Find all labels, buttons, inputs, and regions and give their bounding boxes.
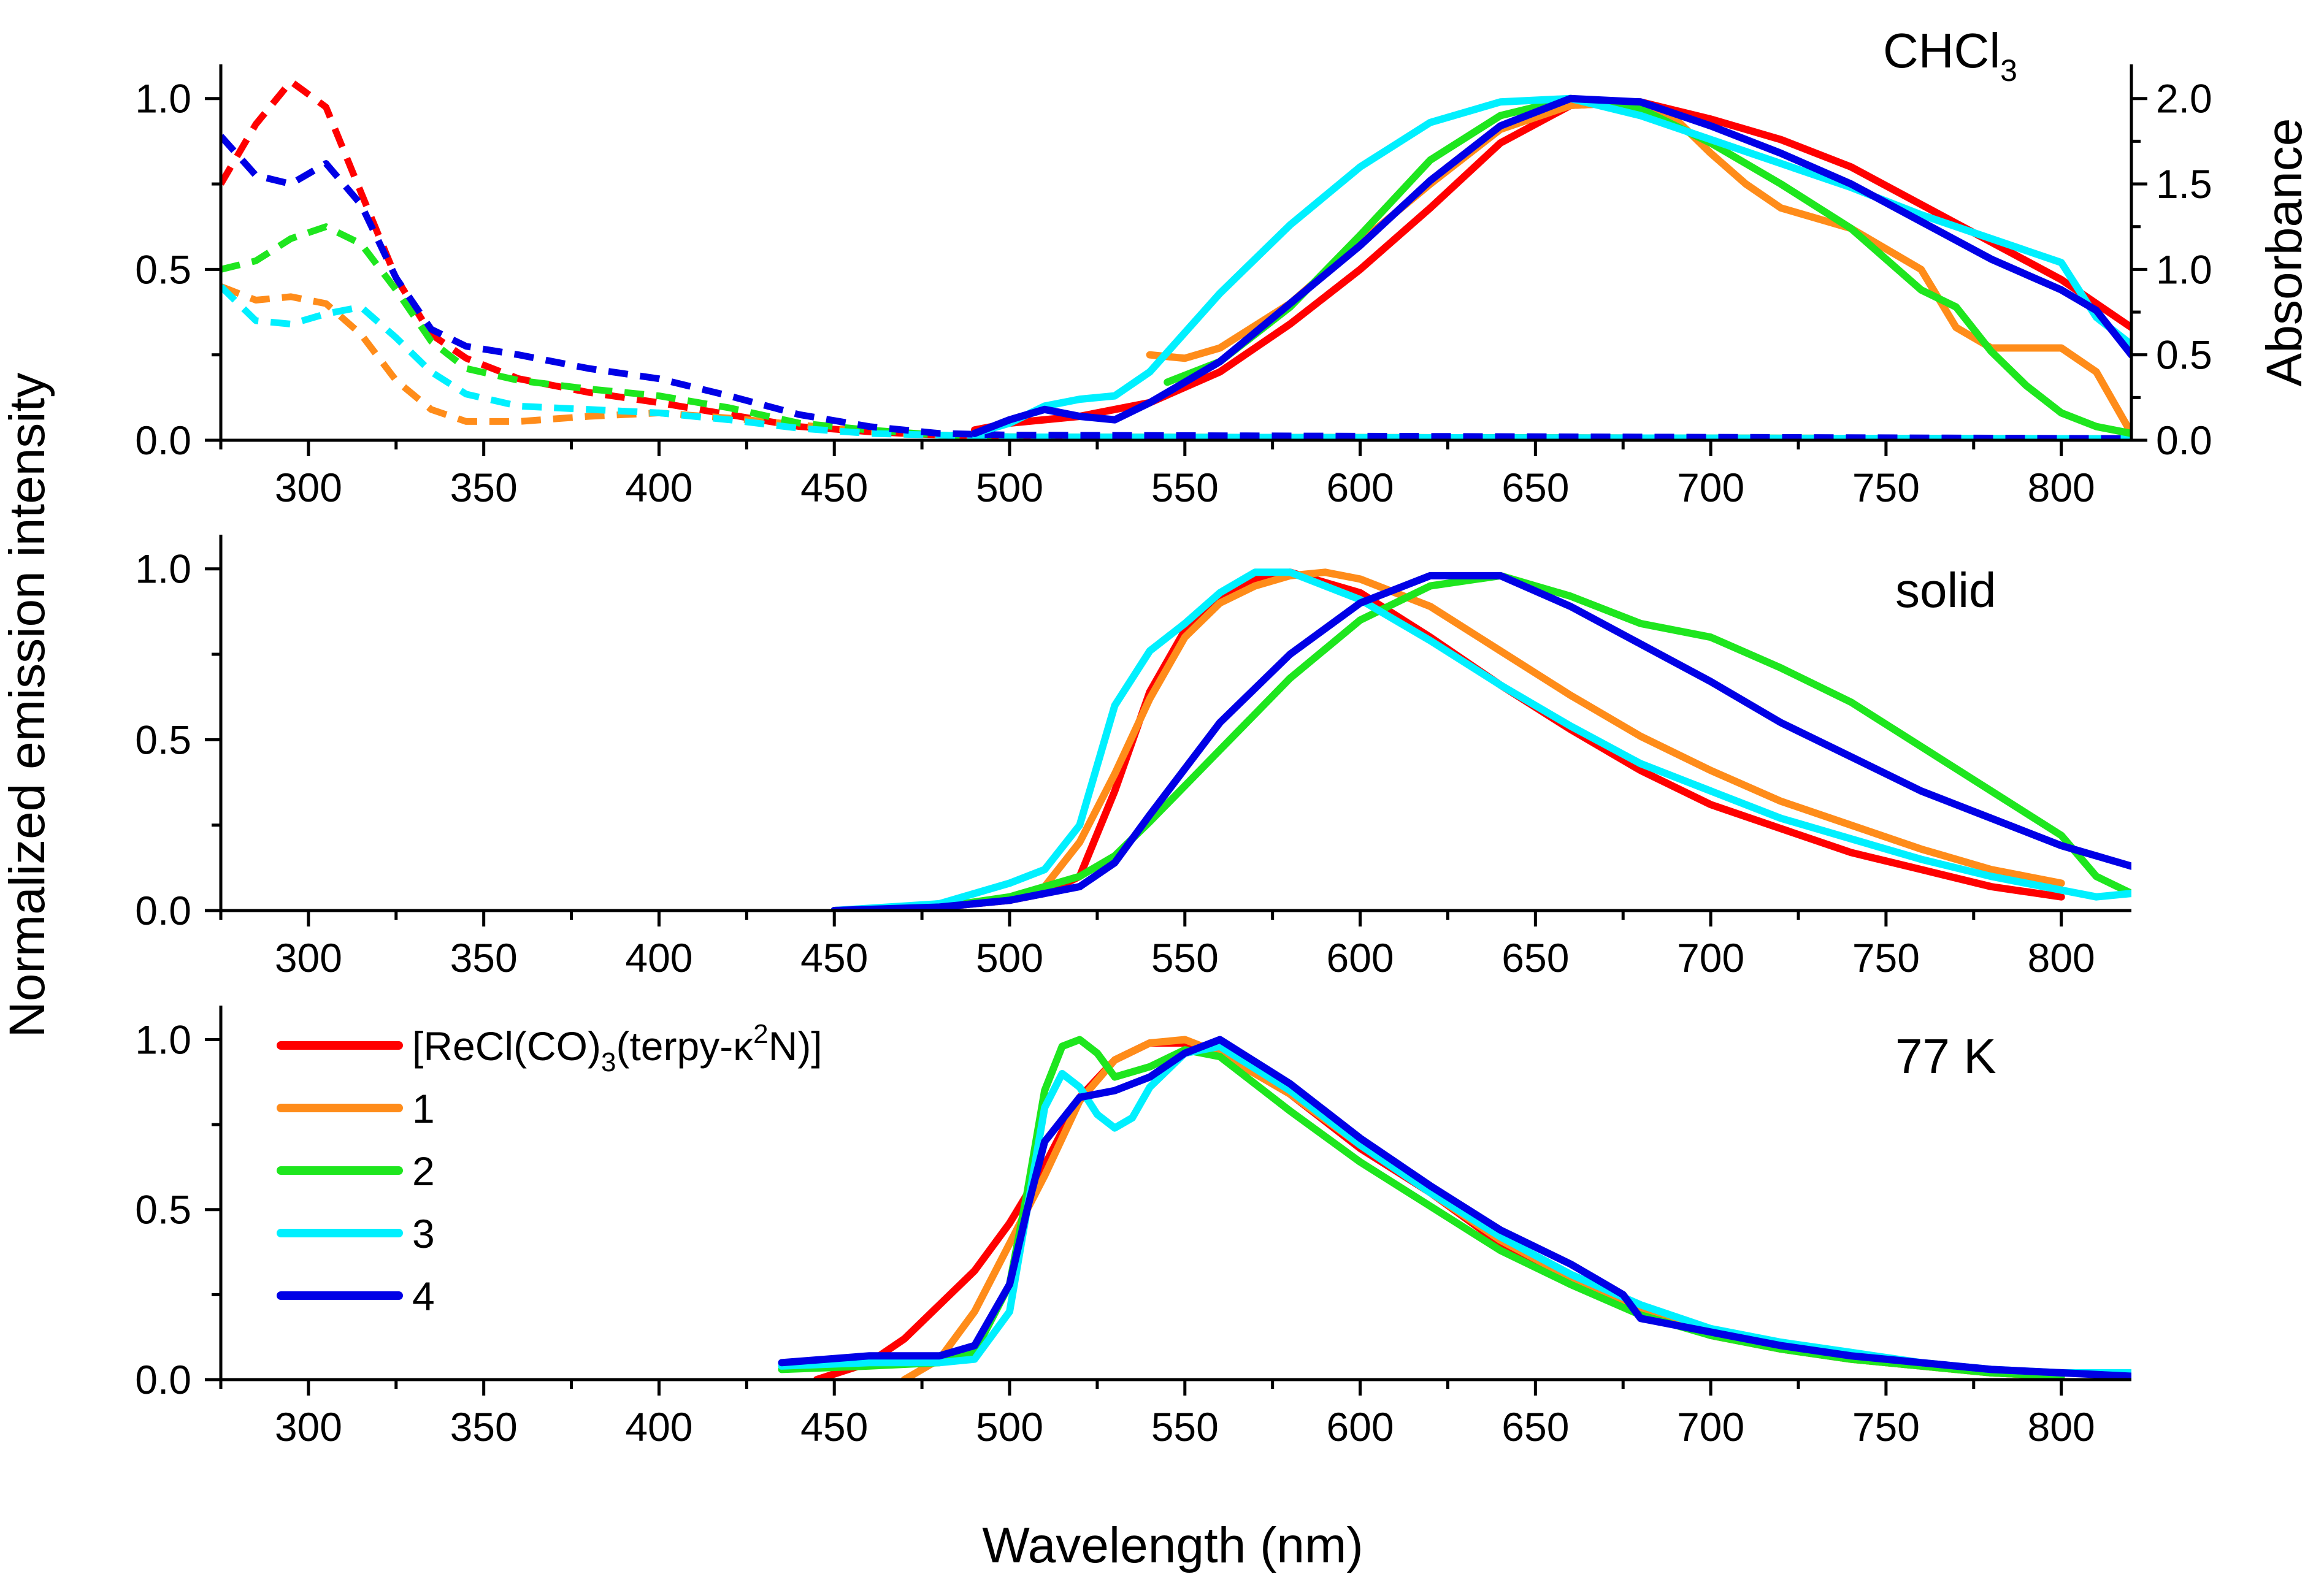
legend-label: [ReCl(CO)3(terpy-κ2N)] <box>412 1019 823 1077</box>
y-tick-label: 1.0 <box>135 546 191 592</box>
x-tick-label: 500 <box>976 465 1043 510</box>
panel-series <box>221 78 2131 441</box>
emission-line-2 <box>778 1036 2065 1380</box>
emission-line-0 <box>830 568 2065 912</box>
y-tick-label: 0.5 <box>135 1187 191 1232</box>
x-tick-label: 700 <box>1677 465 1744 510</box>
emission-line-4 <box>830 571 2131 912</box>
y-tick-label: 0.0 <box>135 888 191 933</box>
x-tick-label: 300 <box>275 935 342 980</box>
x-tick-label: 500 <box>976 1404 1043 1450</box>
emission-line-1 <box>830 568 2065 912</box>
legend-label: 2 <box>412 1148 435 1194</box>
x-tick-label: 750 <box>1852 465 1920 510</box>
x-tick-label: 450 <box>800 1404 868 1450</box>
absorbance-line-1 <box>221 283 2131 441</box>
panel-2: 300 350 400 450 500 550 600 650 700 750 800 0.0 0.5 1… <box>135 1006 2131 1450</box>
x-tick-label: 650 <box>1501 465 1569 510</box>
panel-label: 77 K <box>1895 1029 1996 1083</box>
emission-line-1 <box>1146 98 2131 437</box>
x-tick-label: 650 <box>1501 935 1569 980</box>
panel-label: CHCl3 <box>1883 23 2017 88</box>
emission-line-0 <box>970 98 2131 434</box>
x-tick-label: 600 <box>1327 1404 1394 1450</box>
emission-line-3 <box>970 94 2131 437</box>
emission-line-4 <box>970 94 2131 437</box>
y-axis-title: Normalized emission intensity <box>0 373 55 1038</box>
legend-item: 2 <box>277 1148 435 1194</box>
x-tick-label: 450 <box>800 935 868 980</box>
x-tick-label: 400 <box>625 1404 692 1450</box>
x-tick-label: 400 <box>625 935 692 980</box>
x-tick-label: 700 <box>1677 935 1744 980</box>
right-axis-title: Absorbance <box>2257 118 2312 387</box>
right-tick-label: 1.5 <box>2156 161 2212 207</box>
x-tick-label: 350 <box>450 935 518 980</box>
panel-1: 300 350 400 450 500 550 600 650 700 750 800 0.0 0.5 1… <box>135 535 2131 980</box>
emission-line-3 <box>830 568 2131 912</box>
right-tick-label: 0.5 <box>2156 332 2212 378</box>
x-tick-label: 700 <box>1677 1404 1744 1450</box>
panel-0: 300 350 400 450 500 550 600 650 700 750 800 0.0 0.5 1… <box>135 23 2312 510</box>
legend-item: 3 <box>277 1211 435 1256</box>
right-tick-label: 2.0 <box>2156 76 2212 121</box>
y-tick-label: 0.5 <box>135 717 191 762</box>
x-tick-label: 500 <box>976 935 1043 980</box>
chart-legend: [ReCl(CO)3(terpy-κ2N)] 1 2 3 4 <box>277 1019 823 1319</box>
right-tick-label: 1.0 <box>2156 246 2212 292</box>
x-tick-label: 550 <box>1151 935 1219 980</box>
chart-panels: 300 350 400 450 500 550 600 650 700 750 800 0.0 0.5 1… <box>135 23 2312 1450</box>
panel-label: solid <box>1895 563 1996 617</box>
y-tick-label: 1.0 <box>135 1017 191 1062</box>
absorbance-line-4 <box>221 134 2131 441</box>
legend-item: [ReCl(CO)3(terpy-κ2N)] <box>277 1019 823 1077</box>
x-tick-label: 550 <box>1151 1404 1219 1450</box>
x-tick-label: 400 <box>625 465 692 510</box>
legend-label: 1 <box>412 1086 435 1131</box>
x-tick-label: 650 <box>1501 1404 1569 1450</box>
x-tick-label: 300 <box>275 465 342 510</box>
panel-series <box>830 568 2131 912</box>
legend-label: 3 <box>412 1211 435 1256</box>
x-tick-label: 750 <box>1852 1404 1920 1450</box>
y-tick-label: 1.0 <box>135 76 191 121</box>
y-tick-label: 0.5 <box>135 246 191 292</box>
emission-line-2 <box>1164 94 2131 437</box>
x-tick-label: 600 <box>1327 935 1394 980</box>
absorbance-line-3 <box>221 284 2131 441</box>
x-tick-label: 800 <box>2028 935 2095 980</box>
legend-item: 1 <box>277 1086 435 1131</box>
x-tick-label: 800 <box>2028 1404 2095 1450</box>
x-tick-label: 600 <box>1327 465 1394 510</box>
x-tick-label: 300 <box>275 1404 342 1450</box>
legend-item: 4 <box>277 1274 435 1319</box>
x-tick-label: 350 <box>450 1404 518 1450</box>
x-tick-label: 450 <box>800 465 868 510</box>
x-tick-label: 550 <box>1151 465 1219 510</box>
x-tick-label: 800 <box>2028 465 2095 510</box>
panel-series <box>778 1036 2131 1381</box>
y-tick-label: 0.0 <box>135 418 191 463</box>
legend-label: 4 <box>412 1274 435 1319</box>
x-axis-title: Wavelength (nm) <box>982 1518 1363 1573</box>
right-tick-label: 0.0 <box>2156 418 2212 463</box>
x-tick-label: 750 <box>1852 935 1920 980</box>
y-tick-label: 0.0 <box>135 1357 191 1402</box>
emission-line-4 <box>778 1036 2131 1380</box>
emission-line-2 <box>830 571 2131 912</box>
x-tick-label: 350 <box>450 465 518 510</box>
